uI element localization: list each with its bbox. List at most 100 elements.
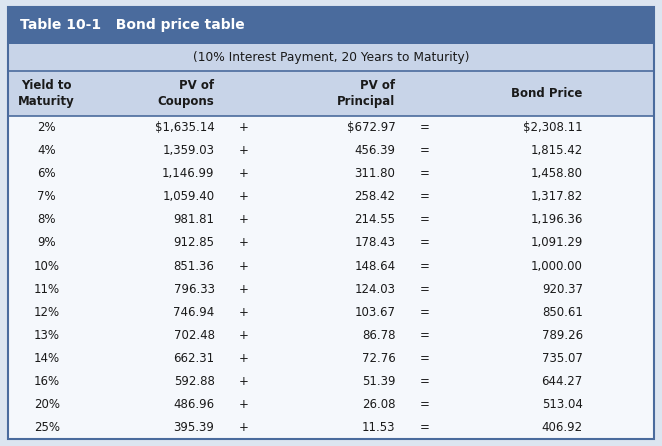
Bar: [8, 162, 654, 185]
Text: 51.39: 51.39: [362, 375, 395, 388]
Text: =: =: [420, 352, 430, 365]
Text: +: +: [239, 190, 249, 203]
Text: =: =: [420, 260, 430, 273]
Text: 12%: 12%: [34, 306, 60, 319]
Text: +: +: [239, 421, 249, 434]
Text: Yield to
Maturity: Yield to Maturity: [19, 79, 75, 108]
Bar: [8, 416, 654, 439]
Text: 214.55: 214.55: [354, 213, 395, 227]
Text: Bond Price: Bond Price: [512, 87, 583, 100]
Text: 746.94: 746.94: [173, 306, 214, 319]
Text: 178.43: 178.43: [354, 236, 395, 249]
Text: 1,359.03: 1,359.03: [163, 144, 214, 157]
Bar: [8, 255, 654, 277]
Text: +: +: [239, 236, 249, 249]
Text: =: =: [420, 144, 430, 157]
Bar: [8, 139, 654, 162]
Text: 1,317.82: 1,317.82: [530, 190, 583, 203]
Text: 662.31: 662.31: [173, 352, 214, 365]
Text: +: +: [239, 352, 249, 365]
Bar: [8, 116, 654, 139]
Bar: [8, 7, 654, 44]
Text: 702.48: 702.48: [173, 329, 214, 342]
Text: 1,059.40: 1,059.40: [162, 190, 214, 203]
Text: 406.92: 406.92: [542, 421, 583, 434]
Text: PV of
Coupons: PV of Coupons: [158, 79, 214, 108]
Text: +: +: [239, 375, 249, 388]
Bar: [8, 301, 654, 324]
Text: =: =: [420, 167, 430, 180]
Text: 124.03: 124.03: [354, 283, 395, 296]
Text: 4%: 4%: [37, 144, 56, 157]
Text: 850.61: 850.61: [542, 306, 583, 319]
Text: 796.33: 796.33: [173, 283, 214, 296]
Text: 1,196.36: 1,196.36: [530, 213, 583, 227]
Text: 9%: 9%: [37, 236, 56, 249]
Bar: [8, 277, 654, 301]
Text: +: +: [239, 283, 249, 296]
Text: Table 10-1   Bond price table: Table 10-1 Bond price table: [20, 18, 245, 32]
Text: =: =: [420, 329, 430, 342]
Text: 395.39: 395.39: [173, 421, 214, 434]
Text: 11%: 11%: [34, 283, 60, 296]
Text: 851.36: 851.36: [173, 260, 214, 273]
Text: +: +: [239, 329, 249, 342]
Text: =: =: [420, 190, 430, 203]
Text: 981.81: 981.81: [173, 213, 214, 227]
Text: =: =: [420, 375, 430, 388]
Text: 72.76: 72.76: [361, 352, 395, 365]
Bar: [8, 370, 654, 393]
Text: 644.27: 644.27: [542, 375, 583, 388]
Text: (10% Interest Payment, 20 Years to Maturity): (10% Interest Payment, 20 Years to Matur…: [193, 51, 469, 64]
Text: 311.80: 311.80: [355, 167, 395, 180]
Text: =: =: [420, 398, 430, 411]
Text: +: +: [239, 260, 249, 273]
Text: 6%: 6%: [37, 167, 56, 180]
Text: 20%: 20%: [34, 398, 60, 411]
Text: 26.08: 26.08: [362, 398, 395, 411]
Text: 592.88: 592.88: [173, 375, 214, 388]
Text: 8%: 8%: [38, 213, 56, 227]
Text: $2,308.11: $2,308.11: [523, 121, 583, 134]
Text: 1,146.99: 1,146.99: [162, 167, 214, 180]
Text: 103.67: 103.67: [354, 306, 395, 319]
Text: =: =: [420, 306, 430, 319]
Text: 25%: 25%: [34, 421, 60, 434]
Text: $672.97: $672.97: [347, 121, 395, 134]
Text: 912.85: 912.85: [173, 236, 214, 249]
Text: +: +: [239, 398, 249, 411]
Text: 11.53: 11.53: [362, 421, 395, 434]
Text: =: =: [420, 236, 430, 249]
Text: 486.96: 486.96: [173, 398, 214, 411]
Text: 1,091.29: 1,091.29: [530, 236, 583, 249]
Text: $1,635.14: $1,635.14: [155, 121, 214, 134]
Text: +: +: [239, 306, 249, 319]
Bar: [8, 71, 654, 116]
Text: 1,000.00: 1,000.00: [531, 260, 583, 273]
Text: +: +: [239, 144, 249, 157]
Text: 14%: 14%: [34, 352, 60, 365]
Text: 148.64: 148.64: [354, 260, 395, 273]
Text: +: +: [239, 167, 249, 180]
Text: 10%: 10%: [34, 260, 60, 273]
Text: =: =: [420, 213, 430, 227]
Text: 920.37: 920.37: [542, 283, 583, 296]
Text: 7%: 7%: [37, 190, 56, 203]
Text: 1,815.42: 1,815.42: [530, 144, 583, 157]
Text: =: =: [420, 121, 430, 134]
Bar: [8, 185, 654, 208]
Bar: [8, 208, 654, 231]
Text: 735.07: 735.07: [542, 352, 583, 365]
Text: 2%: 2%: [37, 121, 56, 134]
Text: 1,458.80: 1,458.80: [531, 167, 583, 180]
Bar: [8, 324, 654, 347]
Text: =: =: [420, 283, 430, 296]
Text: 513.04: 513.04: [542, 398, 583, 411]
Text: 16%: 16%: [34, 375, 60, 388]
Text: PV of
Principal: PV of Principal: [337, 79, 395, 108]
Text: 13%: 13%: [34, 329, 60, 342]
Text: +: +: [239, 213, 249, 227]
Text: +: +: [239, 121, 249, 134]
Bar: [8, 347, 654, 370]
Text: =: =: [420, 421, 430, 434]
